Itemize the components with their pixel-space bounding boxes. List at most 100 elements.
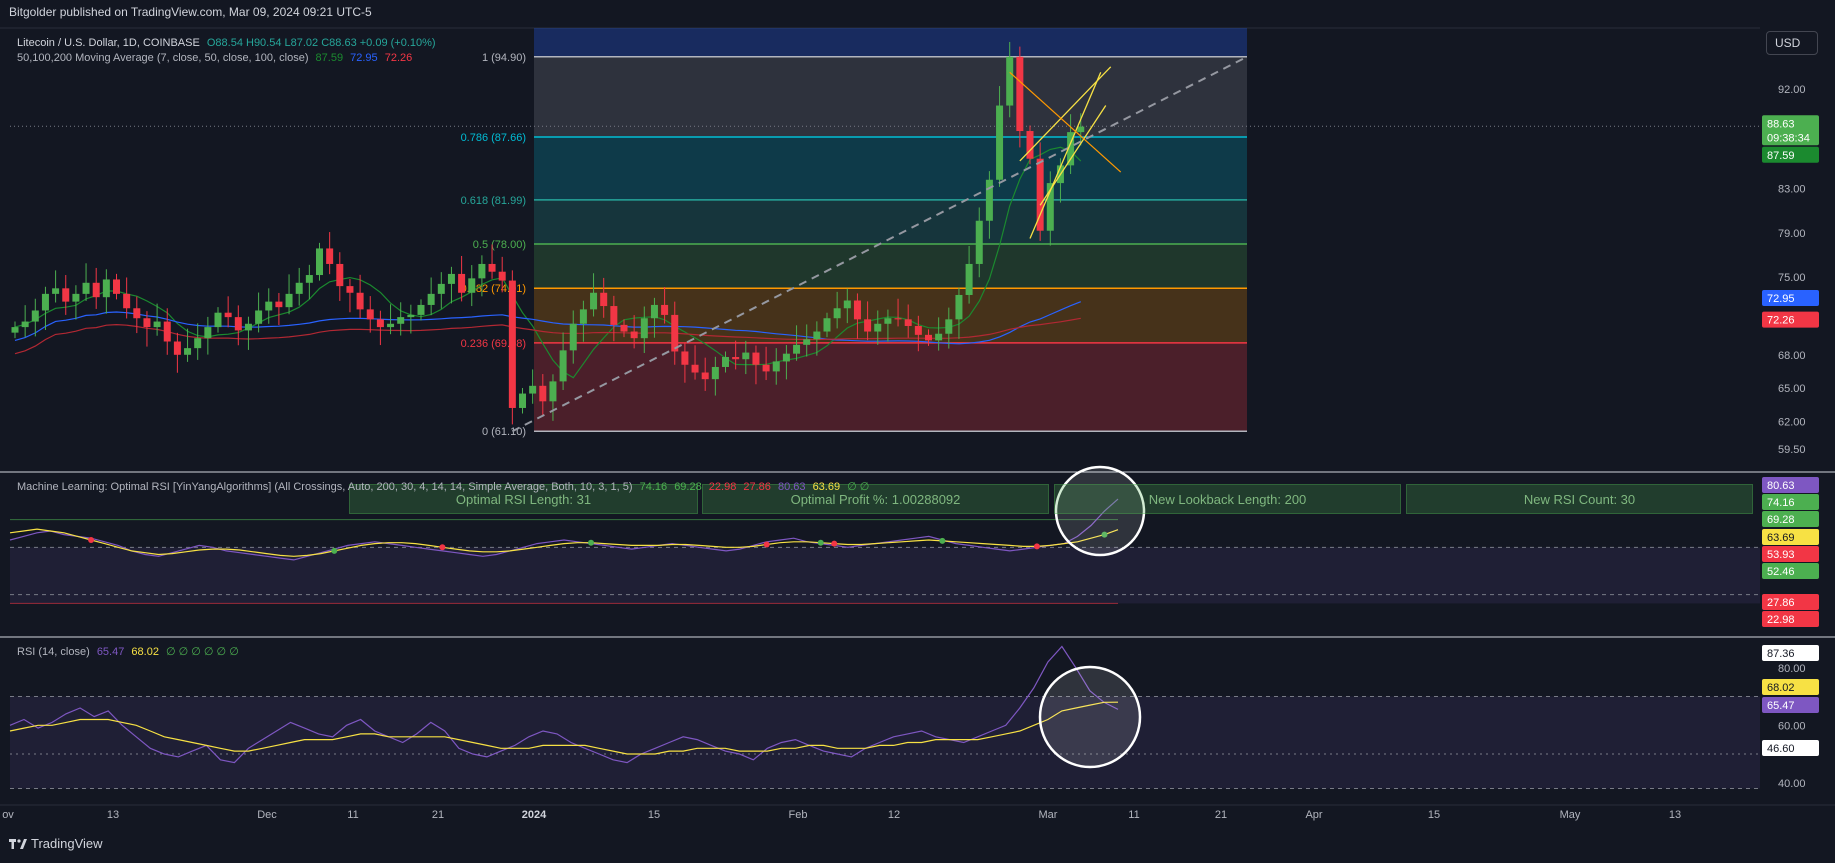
- ml-rsi-badge-bg: [1762, 594, 1819, 610]
- ml-rsi-badge-bg: [1762, 511, 1819, 527]
- rsi-empties: ∅ ∅ ∅ ∅ ∅ ∅: [166, 646, 239, 658]
- candle-body: [113, 279, 120, 294]
- candle-body: [539, 385, 547, 402]
- candle-body: [1026, 131, 1034, 159]
- ml-rsi-value-2: 69.28: [674, 481, 702, 493]
- candle-body: [823, 318, 831, 332]
- candle-body: [935, 333, 943, 341]
- candle-body: [255, 310, 263, 324]
- ma7-badge: 87.59: [1767, 150, 1795, 162]
- candle-body: [681, 351, 689, 365]
- rsi-label: RSI (14, close): [17, 646, 90, 658]
- time-tick: Mar: [1039, 809, 1058, 821]
- last-price-badge-countdown: 09:38:34: [1767, 132, 1810, 144]
- candle-body: [965, 263, 973, 295]
- candle-body: [1077, 126, 1085, 133]
- fibonacci-retracement: 1 (94.90) 0.786 (87.66) 0.618 (81.99) 0.5 (…: [461, 28, 1247, 438]
- candle-body: [996, 105, 1004, 180]
- ml-rsi-badge: 63.69: [1767, 532, 1795, 544]
- fib-zone: [534, 244, 1247, 289]
- fib-level-label: 0.618 (81.99): [461, 195, 526, 207]
- candle-body: [214, 312, 222, 328]
- candle-body: [610, 306, 618, 325]
- time-tick: ov: [2, 809, 14, 821]
- candle-body: [92, 282, 100, 298]
- ml-rsi-badge-bg: [1762, 477, 1819, 493]
- ma50-badge-bg: [1762, 289, 1819, 306]
- ohlc-values: O88.54 H90.54 L87.02 C88.63 +0.09 (+0.10…: [206, 37, 436, 49]
- candle-body: [722, 357, 729, 367]
- candle-body: [224, 312, 232, 318]
- time-tick: 21: [432, 809, 444, 821]
- dashed-trendline: [511, 55, 1248, 433]
- rsi-tick: 40.00: [1778, 778, 1806, 790]
- candle-body: [31, 310, 39, 322]
- footer-brand: TradingView: [31, 836, 103, 851]
- candle-body: [102, 279, 110, 298]
- rsi-badge: 68.02: [1767, 682, 1795, 694]
- candle-body: [234, 317, 242, 331]
- lookback-length-box: New Lookback Length: 200: [1054, 484, 1401, 514]
- candle-body: [194, 338, 202, 349]
- ml-rsi-badge: 52.46: [1767, 566, 1795, 578]
- candle-body: [884, 318, 892, 324]
- candle-body: [701, 372, 709, 380]
- rsi-ma-value: 68.02: [131, 646, 159, 658]
- candle-body: [21, 321, 29, 328]
- candle-body: [671, 314, 679, 352]
- ml-rsi-band: [10, 547, 1760, 604]
- ma50-line: [14, 301, 1082, 345]
- ml-rsi-legend: Machine Learning: Optimal RSI [YinYangAl…: [17, 480, 873, 493]
- candle-body: [82, 282, 90, 294]
- rsi-badge-bg: [1762, 645, 1819, 661]
- last-price-badge: 88.63: [1767, 118, 1795, 130]
- candle-body: [853, 300, 861, 320]
- time-tick: 11: [347, 809, 358, 821]
- resistance-line: [1009, 71, 1122, 173]
- ma100-value: 72.26: [384, 52, 413, 64]
- ml-rsi-value-1: 74.16: [639, 481, 668, 493]
- wedge-line-upper: [1019, 66, 1112, 162]
- candle-body: [630, 331, 638, 339]
- time-tick: 15: [648, 809, 660, 821]
- candle-body: [975, 220, 983, 264]
- time-tick: 2024: [522, 809, 547, 821]
- price-tick: 92.00: [1778, 84, 1806, 96]
- rsi-badge: 87.36: [1767, 648, 1795, 660]
- candle-body: [498, 271, 506, 281]
- rsi-tick: 80.00: [1778, 663, 1806, 675]
- tradingview-logo[interactable]: TradingView: [9, 836, 103, 851]
- candle-body: [356, 292, 364, 310]
- candle-body: [549, 381, 557, 402]
- crossing-dot: [588, 539, 595, 546]
- crossing-dot: [88, 537, 95, 544]
- candle-body: [397, 317, 405, 324]
- candle-body: [772, 361, 780, 372]
- candle-body: [72, 293, 80, 302]
- optimal-profit-box: Optimal Profit %: 1.00288092: [702, 484, 1049, 514]
- price-tick: 65.00: [1778, 383, 1806, 395]
- candle-body: [925, 334, 932, 341]
- price-tick: 79.00: [1778, 228, 1806, 240]
- candle-body: [620, 324, 628, 332]
- candle-body: [326, 248, 334, 264]
- ml-rsi-signal-line: [9, 528, 1119, 557]
- candle-body: [427, 293, 435, 305]
- candle-body: [173, 341, 181, 355]
- candle-body: [366, 309, 374, 320]
- rsi-badge-bg: [1762, 679, 1819, 695]
- candle-body: [346, 286, 354, 293]
- moving-averages: [14, 146, 1082, 379]
- candle-body: [275, 301, 283, 308]
- optimal-rsi-length-box: Optimal RSI Length: 31: [349, 484, 698, 514]
- candle-body: [914, 325, 922, 335]
- main-legend-symbol: Litecoin / U.S. Dollar, 1D, COINBASE O88…: [17, 37, 440, 49]
- currency-button[interactable]: USD: [1766, 31, 1818, 55]
- time-tick: 21: [1215, 809, 1227, 821]
- candle-body: [864, 319, 872, 332]
- fib-level-label: 0.236 (69.08): [461, 338, 526, 350]
- crossing-dot: [1033, 543, 1040, 550]
- ml-rsi-badge-bg: [1762, 546, 1819, 562]
- ma100-badge-bg: [1762, 311, 1819, 328]
